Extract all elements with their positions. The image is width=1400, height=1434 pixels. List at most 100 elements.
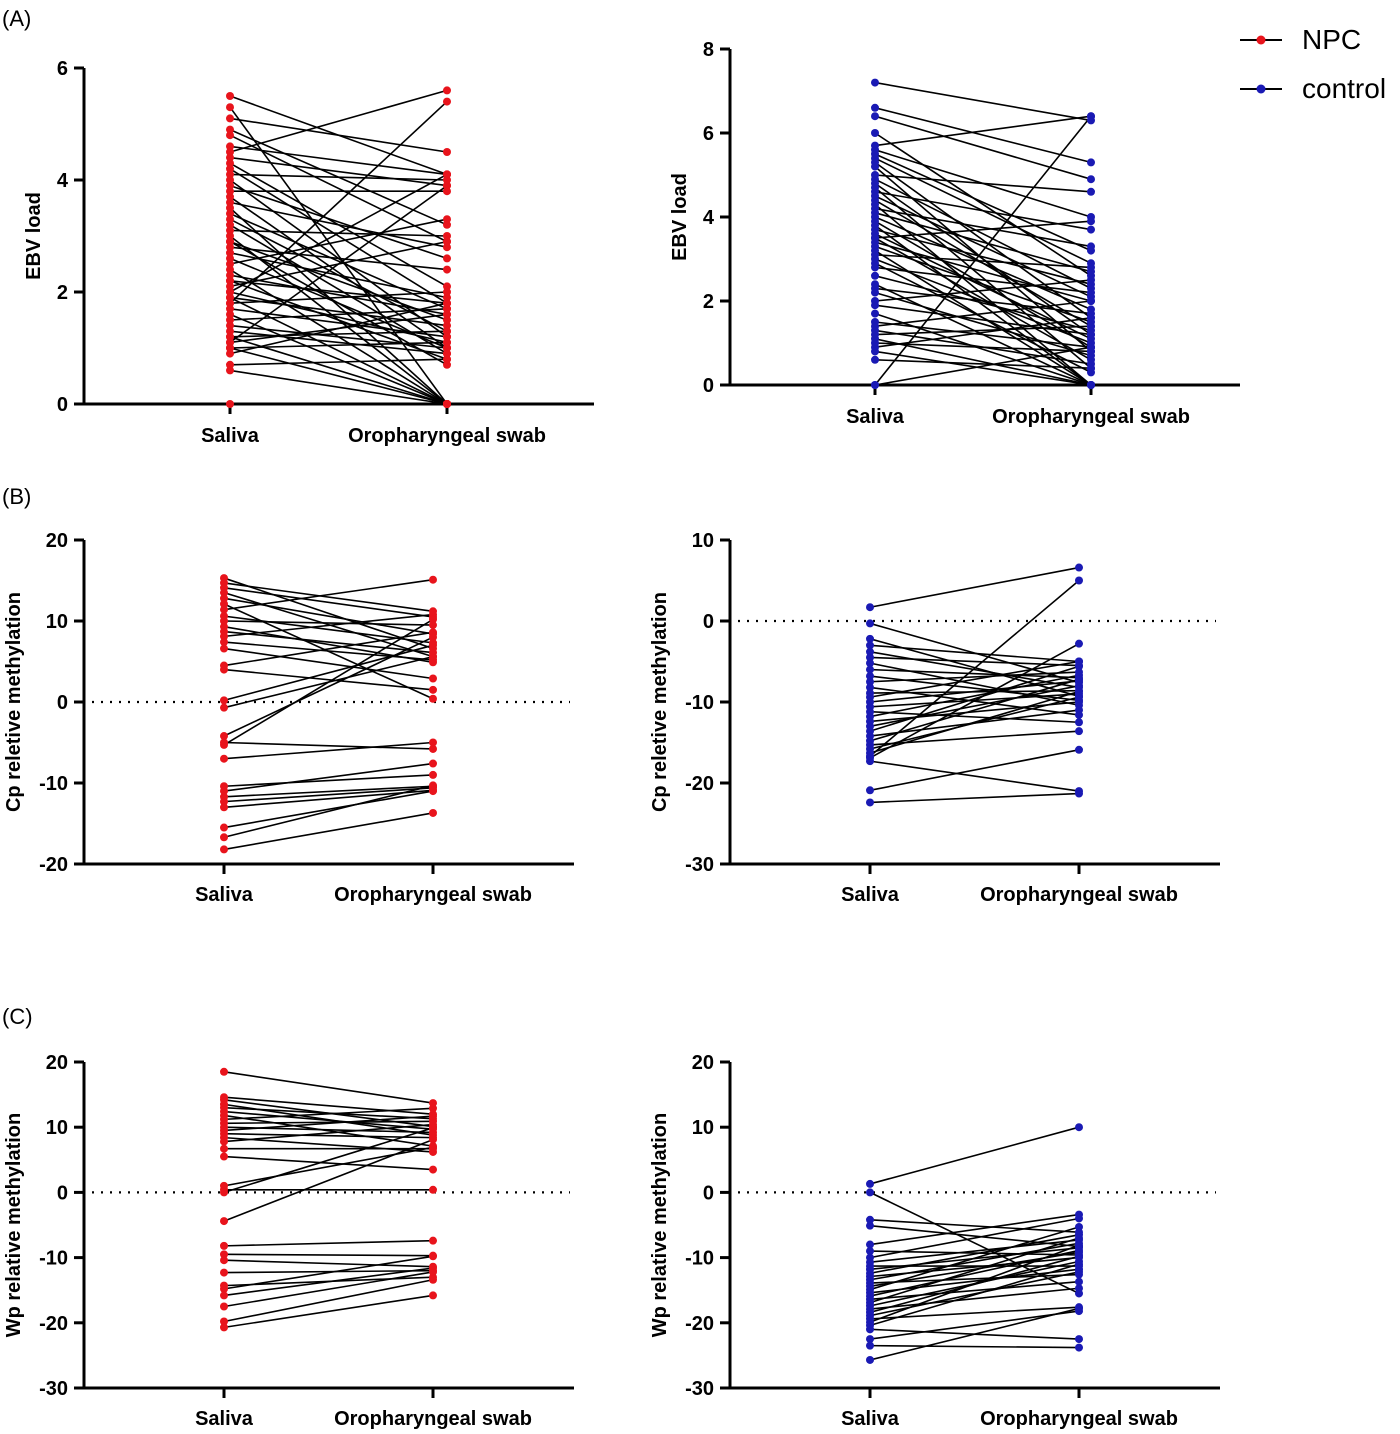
pair-line [229, 173, 448, 293]
point-saliva [866, 1335, 874, 1344]
pair-line [223, 787, 434, 803]
data-points [871, 78, 1095, 389]
point-oropharyngeal-swab [443, 97, 451, 106]
pair-line [229, 347, 448, 405]
point-oropharyngeal-swab [1087, 313, 1095, 322]
pair-line [869, 1226, 1080, 1291]
y-tick-label: -20 [39, 854, 68, 876]
pair-line [874, 216, 1092, 311]
pair-line [229, 134, 448, 243]
pair-line [229, 341, 448, 349]
point-oropharyngeal-swab [1075, 1260, 1083, 1269]
point-saliva [866, 1341, 874, 1350]
pair-line [874, 107, 1092, 164]
point-oropharyngeal-swab [443, 288, 451, 296]
y-tick-label: 6 [57, 58, 68, 80]
pair-line [874, 241, 1092, 302]
pair-line [223, 631, 434, 667]
y-tick-label: 10 [46, 1117, 68, 1139]
point-saliva [871, 263, 879, 272]
y-tick-label: -30 [39, 1378, 68, 1400]
pair-line [869, 730, 1080, 746]
point-saliva [871, 78, 879, 87]
point-saliva [866, 798, 874, 807]
panel-label-b: (B) [2, 484, 31, 509]
pair-line [229, 101, 448, 304]
point-oropharyngeal-swab [429, 1112, 437, 1121]
legend-marker-control [1256, 84, 1266, 94]
pair-line [869, 690, 1080, 754]
point-oropharyngeal-swab [1075, 1234, 1083, 1243]
pair-line [869, 1273, 1080, 1284]
point-oropharyngeal-swab [1087, 242, 1095, 251]
pair-line [869, 656, 1080, 667]
point-saliva [220, 803, 228, 812]
pair-line [229, 280, 448, 304]
point-saliva [220, 1241, 228, 1250]
pair-line [869, 566, 1080, 609]
y-tick-label: 6 [703, 123, 714, 145]
pair-line [869, 1310, 1080, 1340]
point-saliva [220, 594, 228, 603]
point-oropharyngeal-swab [1075, 662, 1083, 671]
point-saliva [871, 129, 879, 137]
pair-line [223, 578, 434, 611]
point-saliva [226, 327, 234, 336]
pair-line [229, 358, 448, 366]
pair-line [223, 1269, 434, 1274]
point-oropharyngeal-swab [443, 338, 451, 347]
point-oropharyngeal-swab [429, 621, 437, 630]
y-tick-label: -30 [685, 854, 714, 876]
point-oropharyngeal-swab [1075, 639, 1083, 648]
pair-line [229, 196, 448, 349]
point-oropharyngeal-swab [1075, 1222, 1083, 1231]
point-saliva [866, 757, 874, 766]
point-oropharyngeal-swab [1075, 576, 1083, 585]
pair-line [869, 1213, 1080, 1246]
point-oropharyngeal-swab [429, 1267, 437, 1276]
pair-line [223, 785, 434, 798]
pair-line [869, 1242, 1080, 1281]
point-oropharyngeal-swab [429, 615, 437, 624]
data-points [866, 563, 1083, 807]
point-saliva [866, 677, 874, 686]
x-category-label: Saliva [195, 884, 254, 906]
x-category-label: Saliva [201, 425, 260, 447]
point-saliva [866, 641, 874, 650]
pair-line [869, 665, 1080, 732]
point-saliva [220, 638, 228, 647]
y-tick-label: -30 [685, 1378, 714, 1400]
point-saliva [220, 1284, 228, 1293]
point-saliva [226, 148, 234, 156]
pair-line [874, 346, 1092, 386]
point-saliva [871, 103, 879, 112]
pair-line [229, 184, 448, 260]
point-saliva [226, 265, 234, 274]
point-oropharyngeal-swab [1075, 1343, 1083, 1352]
point-saliva [226, 400, 234, 408]
point-oropharyngeal-swab [443, 332, 451, 341]
pair-line [229, 218, 448, 265]
pair-line [223, 1271, 434, 1308]
pair-line [869, 749, 1080, 792]
pair-line [229, 308, 448, 321]
point-saliva [220, 754, 228, 763]
point-saliva [226, 260, 234, 268]
pair-line [229, 369, 448, 405]
point-oropharyngeal-swab [1075, 1335, 1083, 1344]
pair-line [223, 620, 434, 626]
point-saliva [226, 316, 234, 324]
point-saliva [866, 603, 874, 612]
pair-line [869, 1280, 1080, 1301]
point-oropharyngeal-swab [429, 674, 437, 683]
y-tick-label: 0 [57, 1182, 68, 1204]
pair-line [869, 1344, 1080, 1349]
point-saliva [226, 131, 234, 140]
pair-line [229, 240, 448, 321]
x-category-label: Oropharyngeal swab [980, 884, 1178, 906]
point-oropharyngeal-swab [1075, 1304, 1083, 1313]
pair-line [874, 186, 1092, 369]
y-tick-label: 0 [703, 611, 714, 633]
pair-line [869, 678, 1080, 742]
x-category-label: Oropharyngeal swab [334, 884, 532, 906]
